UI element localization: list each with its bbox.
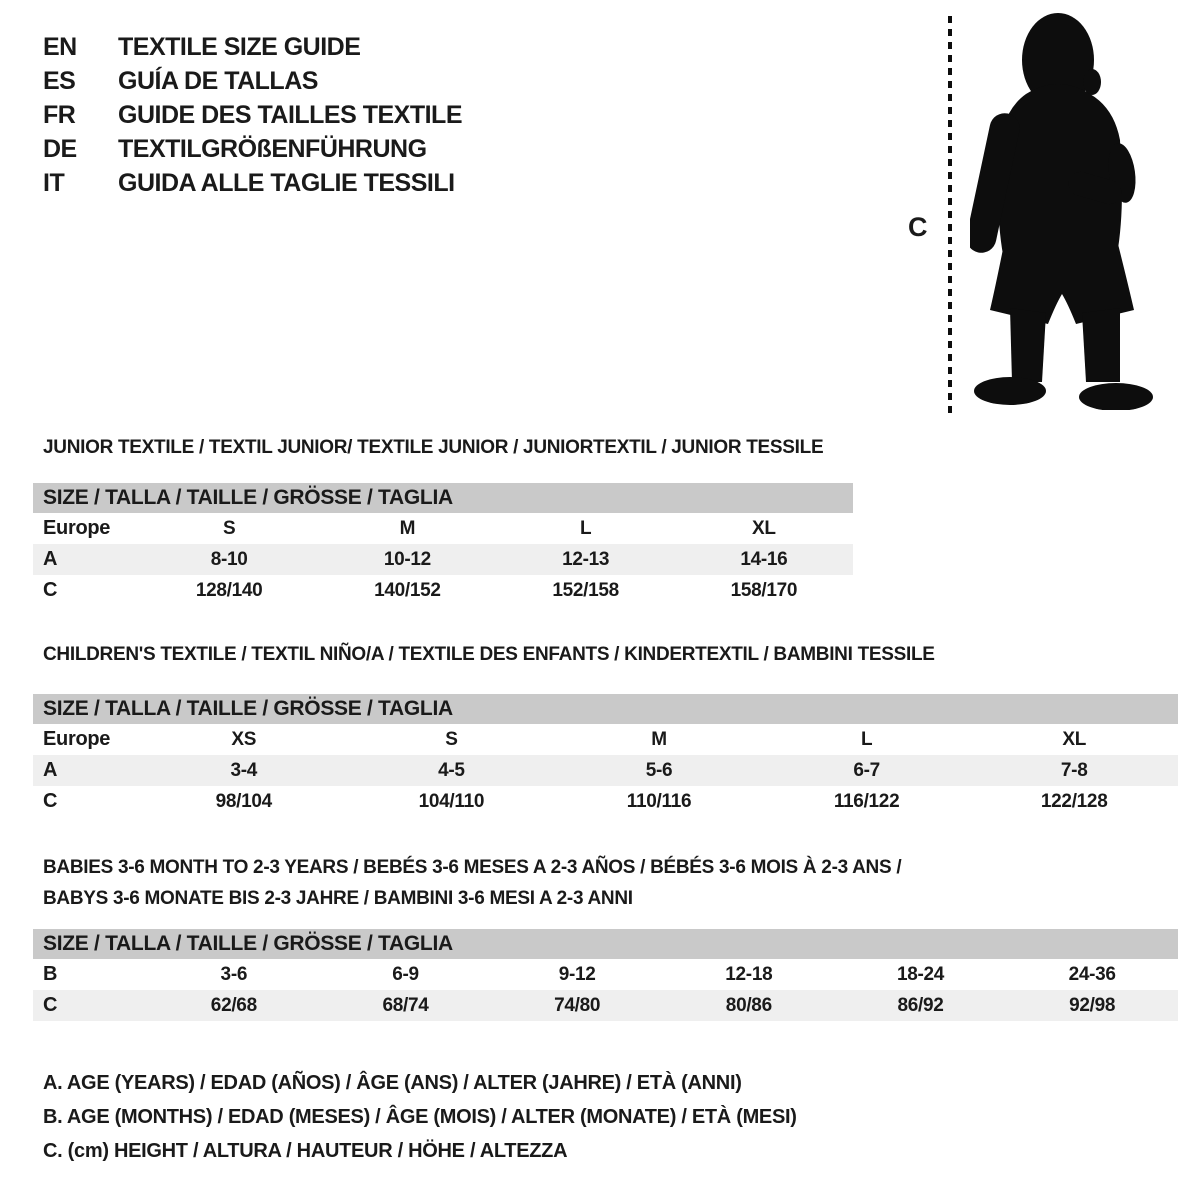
language-title: GUIDA ALLE TAGLIE TESSILI — [118, 168, 455, 197]
row-label: C — [43, 790, 58, 812]
language-title: TEXTILE SIZE GUIDE — [118, 32, 361, 61]
children-size-table: SIZE / TALLA / TAILLE / GRÖSSE / TAGLIA … — [33, 694, 1178, 817]
table-cell: 62/68 — [210, 994, 257, 1016]
table-cell: 74/80 — [554, 994, 601, 1016]
table-cell: XS — [231, 728, 257, 750]
table-cell: 122/128 — [1040, 790, 1108, 812]
table-cell: 110/116 — [626, 790, 692, 812]
legend-line-a: A. AGE (YEARS) / EDAD (AÑOS) / ÂGE (ANS)… — [43, 1072, 742, 1094]
table-cell: 14-16 — [740, 548, 788, 570]
table-cell: 10-12 — [383, 548, 431, 570]
measure-label-c: C — [908, 212, 928, 242]
table-cell: 104/110 — [418, 790, 485, 812]
table-cell: 128/140 — [195, 579, 263, 601]
row-label: B — [43, 963, 58, 985]
language-header: EN TEXTILE SIZE GUIDE ES GUÍA DE TALLAS … — [43, 30, 463, 200]
row-label: A — [43, 548, 58, 570]
size-header-bar: SIZE / TALLA / TAILLE / GRÖSSE / TAGLIA — [33, 929, 1178, 959]
table-cell: M — [399, 517, 416, 539]
height-measure-dashed-line — [948, 16, 952, 414]
table-cell: 140/152 — [374, 579, 441, 601]
table-cell: 4-5 — [438, 759, 465, 781]
size-header-bar: SIZE / TALLA / TAILLE / GRÖSSE / TAGLIA — [33, 694, 1178, 724]
table-cell: 12-13 — [562, 548, 610, 570]
table-cell: 8-10 — [210, 548, 248, 570]
table-row-europe: Europe S M L XL — [33, 513, 853, 544]
table-row-age: A 3-4 4-5 5-6 6-7 7-8 — [33, 755, 1178, 786]
table-cell: 18-24 — [896, 963, 945, 985]
table-cell: 6-9 — [392, 963, 419, 985]
table-row-europe: Europe XS S M L XL — [33, 724, 1178, 755]
table-cell: 80/86 — [725, 994, 772, 1016]
language-row-es: ES GUÍA DE TALLAS — [43, 64, 462, 98]
table-cell: 116/122 — [833, 790, 900, 812]
junior-size-table: SIZE / TALLA / TAILLE / GRÖSSE / TAGLIA … — [33, 483, 853, 606]
table-row-height: C 62/68 68/74 74/80 80/86 86/92 92/98 — [33, 990, 1178, 1021]
table-cell: 152/158 — [552, 579, 619, 601]
language-code: EN — [43, 32, 77, 61]
legend-line-c: C. (cm) HEIGHT / ALTURA / HAUTEUR / HÖHE… — [43, 1140, 568, 1162]
table-cell: 86/92 — [897, 994, 944, 1016]
table-cell: 98/104 — [215, 790, 273, 812]
table-row-height: C 128/140 140/152 152/158 158/170 — [33, 575, 853, 606]
table-cell: S — [222, 517, 236, 539]
language-title: TEXTILGRÖßENFÜHRUNG — [118, 134, 427, 163]
language-row-en: EN TEXTILE SIZE GUIDE — [43, 30, 462, 64]
table-cell: XL — [1062, 728, 1087, 750]
language-row-it: IT GUIDA ALLE TAGLIE TESSILI — [43, 166, 462, 200]
table-cell: 12-18 — [725, 963, 773, 985]
table-cell: 5-6 — [645, 759, 673, 781]
language-code: FR — [43, 100, 76, 129]
language-code: DE — [43, 134, 77, 163]
row-label: Europe — [43, 728, 111, 750]
legend: A. AGE (YEARS) / EDAD (AÑOS) / ÂGE (ANS)… — [43, 1066, 797, 1168]
table-cell: 3-4 — [230, 759, 258, 781]
row-label: A — [43, 759, 58, 781]
table-cell: 6-7 — [853, 759, 880, 781]
language-code: ES — [43, 66, 76, 95]
row-label: Europe — [43, 517, 111, 539]
language-row-fr: FR GUIDE DES TAILLES TEXTILE — [43, 98, 463, 132]
table-cell: XL — [752, 517, 776, 539]
language-code: IT — [43, 168, 65, 197]
table-cell: M — [651, 728, 667, 750]
size-header-bar: SIZE / TALLA / TAILLE / GRÖSSE / TAGLIA — [33, 483, 853, 513]
height-measure-figure: C — [900, 8, 1190, 418]
language-title: GUÍA DE TALLAS — [118, 66, 318, 95]
table-row-height: C 98/104 104/110 110/116 116/122 122/128 — [33, 786, 1178, 817]
toddler-silhouette-icon — [970, 13, 1153, 410]
babies-size-table: SIZE / TALLA / TAILLE / GRÖSSE / TAGLIA … — [33, 929, 1178, 1021]
table-cell: 7-8 — [1060, 759, 1088, 781]
table-cell: 9-12 — [558, 963, 596, 985]
junior-section-title: JUNIOR TEXTILE / TEXTIL JUNIOR/ TEXTILE … — [43, 437, 824, 458]
language-title: GUIDE DES TAILLES TEXTILE — [118, 100, 463, 129]
table-row-age: A 8-10 10-12 12-13 14-16 — [33, 544, 853, 575]
legend-line-b: B. AGE (MONTHS) / EDAD (MESES) / ÂGE (MO… — [43, 1106, 797, 1128]
row-label: C — [43, 579, 58, 601]
table-cell: L — [579, 517, 592, 539]
table-cell: 24-36 — [1068, 963, 1116, 985]
language-row-de: DE TEXTILGRÖßENFÜHRUNG — [43, 132, 462, 166]
babies-title-line1: BABIES 3-6 MONTH TO 2-3 YEARS / BEBÉS 3-… — [43, 857, 902, 878]
table-cell: L — [860, 728, 873, 750]
babies-title-line2: BABYS 3-6 MONATE BIS 2-3 JAHRE / BAMBINI… — [43, 888, 633, 909]
children-section-title: CHILDREN'S TEXTILE / TEXTIL NIÑO/A / TEX… — [43, 644, 935, 665]
table-cell: 158/170 — [730, 579, 798, 601]
table-cell: 92/98 — [1069, 994, 1116, 1016]
table-cell: S — [445, 728, 458, 750]
row-label: C — [43, 994, 58, 1016]
table-cell: 68/74 — [382, 994, 429, 1016]
table-row-months: B 3-6 6-9 9-12 12-18 18-24 24-36 — [33, 959, 1178, 990]
table-cell: 3-6 — [220, 963, 248, 985]
babies-section-title: BABIES 3-6 MONTH TO 2-3 YEARS / BEBÉS 3-… — [43, 852, 902, 914]
